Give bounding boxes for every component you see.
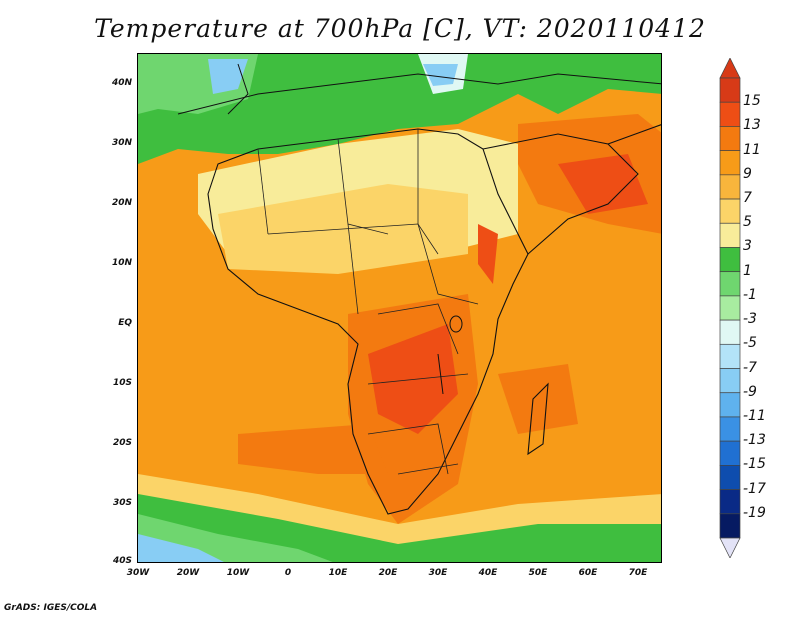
colorbar-label: -3 <box>743 311 757 328</box>
colorbar-segment <box>719 319 741 345</box>
colorbar-label: -19 <box>743 504 766 521</box>
lon-label-20e: 20E <box>378 568 398 578</box>
country-borders <box>257 129 479 475</box>
lat-label-10s: 10S <box>112 378 132 388</box>
colorbar-under-triangle <box>719 537 741 558</box>
colorbar-label: 5 <box>743 214 752 231</box>
colorbar-segment <box>719 101 741 127</box>
lat-label-eq: EQ <box>118 318 132 328</box>
lon-label-0: 0 <box>284 568 292 578</box>
colorbar-segment <box>719 271 741 297</box>
colorbar <box>719 58 741 558</box>
colorbar-label: 9 <box>743 165 752 182</box>
colorbar-label: -5 <box>743 335 757 352</box>
asia-coastline <box>607 124 661 145</box>
europe-coastline <box>177 73 661 115</box>
colorbar-segment <box>719 150 741 176</box>
colorbar-segment <box>719 513 741 539</box>
colorbar-segment <box>719 416 741 442</box>
lake-victoria <box>449 315 463 333</box>
africa-coastline <box>207 128 529 515</box>
central-africa-hot <box>368 324 458 434</box>
credit-text: GrADS: IGES/COLA <box>4 603 98 613</box>
lon-label-70e: 70E <box>628 568 648 578</box>
cold-pool-aegean <box>423 64 458 86</box>
colorbar-segment <box>719 126 741 151</box>
colorbar-segment <box>719 247 741 273</box>
colorbar-label: 7 <box>743 190 752 207</box>
colorbar-segment <box>719 465 741 490</box>
colorbar-label: -9 <box>743 383 757 400</box>
colorbar-label: 11 <box>743 141 761 158</box>
colorbar-label: -11 <box>743 407 766 424</box>
colorbar-segment <box>719 368 741 394</box>
lat-label-20s: 20S <box>112 438 132 448</box>
map-frame <box>137 53 662 563</box>
colorbar-segment <box>719 198 741 224</box>
map-title: Temperature at 700hPa [C], VT: 202011041… <box>94 14 706 43</box>
ethiopia-hot <box>478 224 498 284</box>
lake-tanganyika <box>437 353 444 395</box>
lon-label-30e: 30E <box>428 568 448 578</box>
colorbar-label: -17 <box>743 480 766 497</box>
lat-label-30s: 30S <box>112 498 132 508</box>
lat-label-40s: 40S <box>112 556 132 566</box>
lon-label-30w: 30W <box>126 568 150 578</box>
colorbar-segment <box>719 343 741 369</box>
lon-label-50e: 50E <box>528 568 548 578</box>
south-atlantic-warm <box>238 424 388 474</box>
iberia-coastline <box>227 63 249 115</box>
colorbar-label: 1 <box>743 262 752 279</box>
colorbar-label: 3 <box>743 238 752 255</box>
colorbar-label: 13 <box>743 117 761 134</box>
cold-band-north <box>138 54 661 164</box>
lat-label-10n: 10N <box>111 258 132 268</box>
temperature-map <box>138 54 661 562</box>
southern-cold-pool <box>138 534 224 562</box>
colorbar-segment <box>719 392 741 418</box>
lon-label-10e: 10E <box>328 568 348 578</box>
colorbar-over-triangle <box>719 58 741 79</box>
indian-ocean-warm <box>498 364 578 434</box>
arabia-hot <box>558 154 648 214</box>
lat-label-20n: 20N <box>111 198 132 208</box>
colorbar-segment <box>719 174 741 200</box>
colorbar-segment <box>719 222 741 248</box>
lat-label-30n: 30N <box>111 138 132 148</box>
lon-label-60e: 60E <box>578 568 598 578</box>
cold-pool-iberia <box>208 59 248 94</box>
colorbar-label: -15 <box>743 456 766 473</box>
lon-label-10w: 10W <box>226 568 250 578</box>
colorbar-segment <box>719 77 741 103</box>
lon-label-40e: 40E <box>478 568 498 578</box>
colorbar-segment <box>719 295 741 321</box>
colorbar-label: -1 <box>743 286 757 303</box>
colorbar-segment <box>719 489 741 515</box>
colorbar-label: -13 <box>743 432 766 449</box>
lon-label-20w: 20W <box>176 568 200 578</box>
colorbar-label: 15 <box>743 93 761 110</box>
arabia-coastline <box>482 133 639 255</box>
colorbar-segment <box>719 440 741 466</box>
madagascar-coastline <box>527 382 549 456</box>
lat-label-40n: 40N <box>111 78 132 88</box>
colorbar-label: -7 <box>743 359 757 376</box>
